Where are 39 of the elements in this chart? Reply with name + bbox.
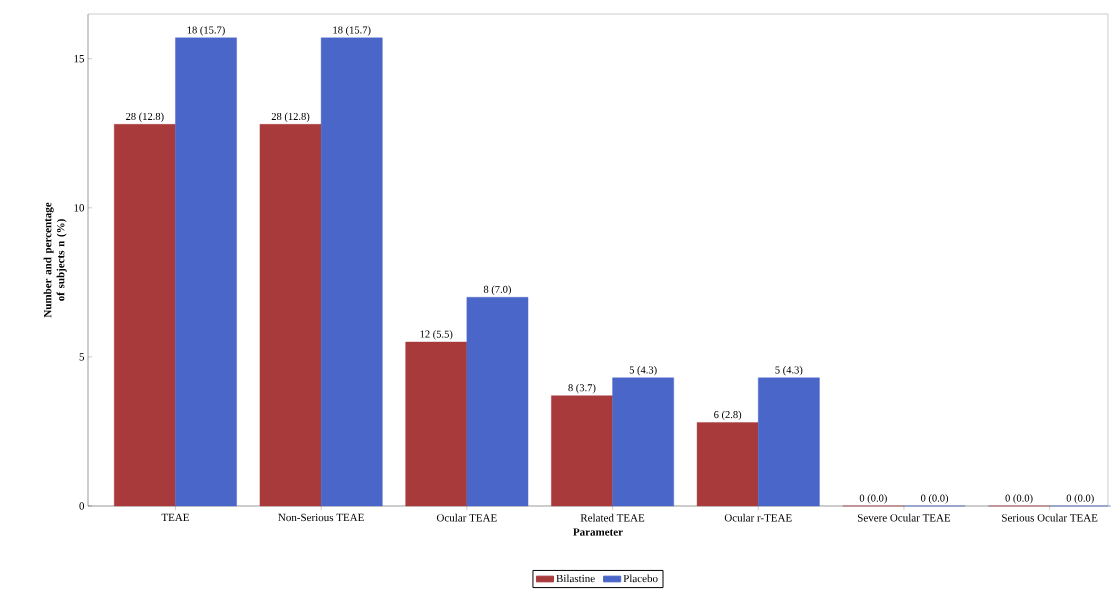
x-tick-label: TEAE <box>161 513 189 522</box>
legend-label: Placebo <box>623 574 658 583</box>
data-label: 18 (15.7) <box>333 26 371 36</box>
data-label: 0 (0.0) <box>859 494 887 504</box>
data-label: 18 (15.7) <box>187 26 225 36</box>
data-label: 0 (0.0) <box>1005 494 1033 504</box>
x-tick-label: Ocular r-TEAE <box>724 513 792 522</box>
x-tick-label: Ocular TEAE <box>436 513 497 522</box>
x-tick-label: Non-Serious TEAE <box>278 513 364 522</box>
y-tick-label: 5 <box>79 353 85 361</box>
data-label: 8 (7.0) <box>483 285 511 296</box>
bar <box>696 422 759 507</box>
y-tick-label: 0 <box>79 502 85 510</box>
bar <box>320 37 383 507</box>
legend-label: Bilastine <box>556 574 595 583</box>
y-tick-label: 10 <box>74 204 85 212</box>
bar <box>758 377 820 507</box>
x-tick-label: Severe Ocular TEAE <box>857 513 951 522</box>
data-label: 5 (4.3) <box>629 366 657 376</box>
data-label: 0 (0.0) <box>920 494 949 504</box>
y-axis-title: Number and percentage of subjects n (%) <box>43 202 67 318</box>
bar <box>405 341 468 507</box>
bar <box>466 297 529 507</box>
bar <box>551 395 613 507</box>
data-label: 5 (4.3) <box>775 366 803 376</box>
data-label: 8 (3.7) <box>568 383 596 394</box>
bar <box>259 124 322 507</box>
bar <box>114 124 176 507</box>
data-label: 6 (2.8) <box>714 410 742 421</box>
x-tick-label: Serious Ocular TEAE <box>1002 513 1098 522</box>
x-tick-label: Related TEAE <box>580 513 645 522</box>
bar <box>175 37 237 507</box>
data-label: 0 (0.0) <box>1066 494 1094 504</box>
x-axis-title: Parameter <box>573 528 623 536</box>
y-tick-label: 15 <box>74 55 85 63</box>
data-label: 28 (12.8) <box>126 112 164 123</box>
bar <box>612 377 674 507</box>
data-label: 28 (12.8) <box>271 112 310 123</box>
data-label: 12 (5.5) <box>420 330 453 340</box>
